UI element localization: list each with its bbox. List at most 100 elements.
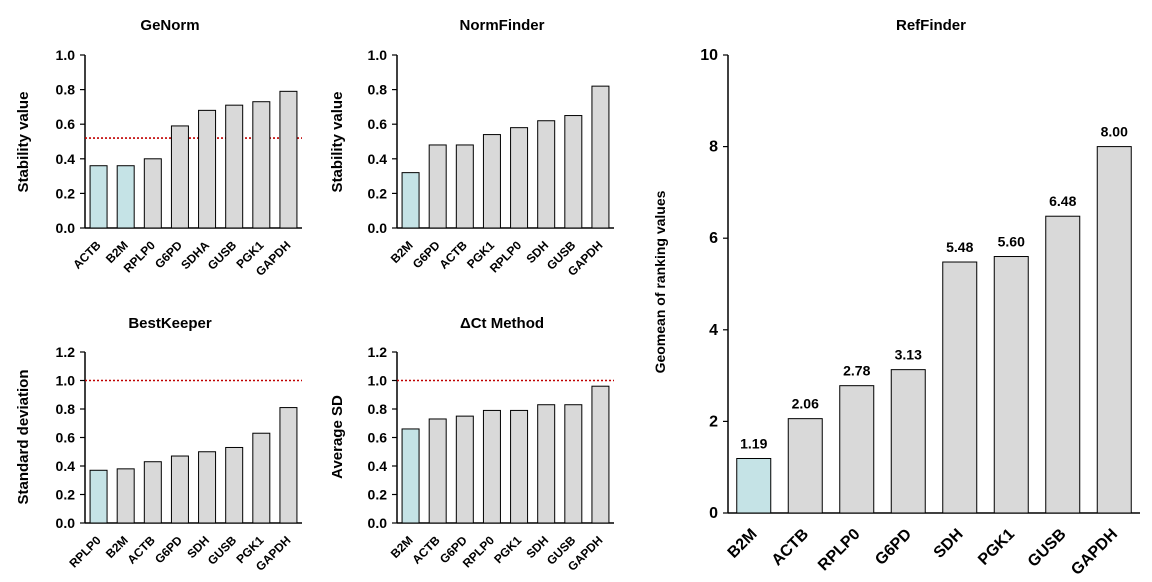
y-tick-label: 0.4	[56, 458, 76, 474]
bar-b2m	[116, 165, 135, 229]
chart-title: ΔCt Method	[460, 315, 544, 332]
y-tick-label: 0.6	[368, 430, 388, 446]
bar-actb	[455, 144, 474, 229]
bar-rplp0	[839, 385, 875, 514]
bar-gapdh	[591, 385, 610, 524]
x-tick-label: SDHA	[178, 238, 212, 272]
bar-sdha	[198, 109, 217, 229]
data-label: 3.13	[895, 347, 922, 363]
chart-panel-4: ΔCt Method Average SD 0.0 0.2 0.4 0.6 0.8 1.0 1.…	[329, 315, 614, 574]
y-tick-label: 0.2	[368, 185, 388, 201]
y-tick-label: 1.0	[56, 373, 76, 389]
y-axis-label: Stability value	[329, 92, 346, 193]
data-label: 2.78	[843, 363, 870, 379]
y-tick-label: 0.8	[56, 82, 76, 98]
y-tick-label: 0.6	[56, 430, 76, 446]
y-tick-label: 0.4	[56, 151, 76, 167]
x-tick-label: GUSB	[205, 533, 240, 568]
y-tick-label: 0.2	[368, 487, 388, 503]
y-axis-label: Geomean of ranking values	[652, 190, 668, 373]
bar-gapdh	[1096, 146, 1132, 514]
bar-g6pd	[170, 455, 189, 524]
bar-rplp0	[510, 127, 529, 229]
bar-g6pd	[170, 125, 189, 229]
x-tick-label: G6PD	[410, 238, 443, 271]
chart-panel-5: RefFinder Geomean of ranking values 0 2 4 6 8 1…	[652, 17, 1140, 579]
y-tick-label: 0.4	[368, 458, 388, 474]
y-tick-label: 4	[709, 322, 718, 339]
chart-title: NormFinder	[459, 17, 544, 34]
bar-sdh	[537, 404, 556, 524]
bar-gusb	[564, 115, 583, 229]
x-tick-label: B2M	[725, 526, 761, 562]
chart-title: BestKeeper	[128, 315, 212, 332]
bar-pgk1	[482, 134, 501, 229]
x-tick-label: G6PD	[872, 526, 915, 569]
bar-actb	[89, 165, 108, 229]
bar-sdh	[537, 120, 556, 229]
bar-b2m	[401, 172, 420, 229]
bar-b2m	[736, 457, 772, 514]
chart-title: GeNorm	[140, 17, 199, 34]
bar-b2m	[116, 468, 135, 524]
y-tick-label: 0.0	[56, 515, 76, 531]
x-tick-label: RPLP0	[815, 526, 864, 575]
x-tick-label: ACTB	[436, 238, 470, 272]
y-tick-label: 0.0	[368, 515, 388, 531]
y-tick-label: 6	[709, 230, 718, 247]
x-tick-label: G6PD	[152, 238, 185, 271]
chart-panel-1: GeNorm Stability value 0.0 0.2 0.4 0.6 0.8 1.0 A…	[15, 17, 302, 279]
bar-rplp0	[89, 469, 108, 524]
bar-gapdh	[279, 90, 298, 229]
y-tick-label: 1.2	[368, 344, 388, 360]
y-tick-label: 0.8	[368, 401, 388, 417]
x-tick-label: GUSB	[205, 238, 240, 273]
x-tick-label: RPLP0	[66, 533, 103, 570]
bar-g6pd	[428, 144, 447, 229]
y-tick-label: 0.0	[56, 220, 76, 236]
x-tick-label: PGK1	[491, 533, 524, 566]
y-tick-label: 0.8	[56, 401, 76, 417]
x-tick-label: ACTB	[70, 238, 104, 272]
bar-pgk1	[252, 432, 271, 524]
bar-gusb	[564, 404, 583, 524]
chart-title: RefFinder	[896, 17, 966, 34]
bar-gusb	[225, 446, 244, 524]
data-label: 5.48	[946, 239, 973, 255]
bar-sdh	[198, 451, 217, 524]
bar-rplp0	[143, 158, 162, 229]
y-tick-label: 1.0	[56, 47, 76, 63]
data-label: 8.00	[1101, 124, 1128, 140]
y-tick-label: 1.0	[368, 47, 388, 63]
x-tick-label: PGK1	[975, 526, 1018, 569]
bar-g6pd	[455, 415, 474, 524]
data-label: 2.06	[792, 396, 819, 412]
bar-rplp0	[482, 409, 501, 524]
x-tick-label: ACTB	[124, 533, 158, 567]
y-tick-label: 0.6	[56, 116, 76, 132]
y-tick-label: 1.2	[56, 344, 76, 360]
bar-pgk1	[252, 101, 271, 229]
x-tick-label: GAPDH	[1068, 526, 1121, 579]
y-tick-label: 0.2	[56, 185, 76, 201]
chart-panel-2: NormFinder Stability value 0.0 0.2 0.4 0.6 0.8…	[329, 17, 614, 279]
x-tick-label: ACTB	[409, 533, 443, 567]
y-tick-label: 1.0	[368, 373, 388, 389]
x-tick-label: G6PD	[152, 533, 185, 566]
bar-gusb	[225, 104, 244, 229]
y-tick-label: 2	[709, 413, 718, 430]
bar-pgk1	[510, 409, 529, 524]
bar-b2m	[401, 428, 420, 524]
y-tick-label: 8	[709, 139, 718, 156]
data-label: 6.48	[1049, 193, 1076, 209]
data-label: 1.19	[740, 435, 767, 451]
y-tick-label: 0.0	[368, 220, 388, 236]
bar-sdh	[942, 261, 978, 514]
x-tick-label: SDH	[931, 526, 967, 562]
bar-g6pd	[890, 369, 926, 514]
y-tick-label: 0.2	[56, 487, 76, 503]
y-tick-label: 0.4	[368, 151, 388, 167]
bar-pgk1	[993, 256, 1029, 514]
y-axis-label: Standard deviation	[15, 369, 32, 504]
